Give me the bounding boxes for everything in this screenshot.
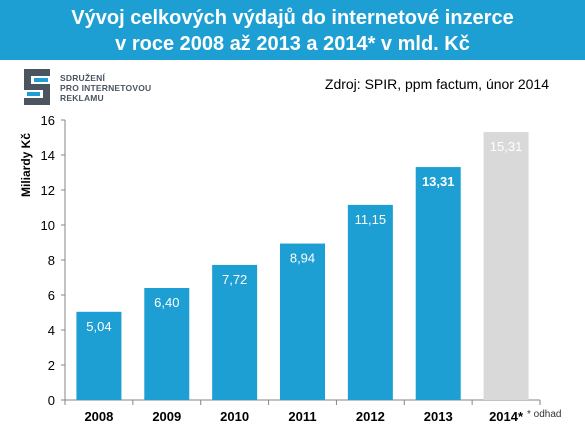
x-tick-label-2010: 2010 xyxy=(220,409,249,424)
data-label-2014*: 15,31 xyxy=(490,139,523,154)
y-tick-label: 10 xyxy=(41,218,55,233)
y-axis-title: Miliardy Kč xyxy=(19,133,33,197)
source-text: Zdroj: SPIR, ppm factum, únor 2014 xyxy=(324,76,549,92)
title-banner: Vývoj celkových výdajů do internetové in… xyxy=(0,0,585,60)
x-tick-label-2014*: 2014* xyxy=(489,409,524,424)
bar-2009 xyxy=(144,288,190,400)
y-tick-label: 14 xyxy=(41,148,55,163)
bar-2013 xyxy=(415,167,461,400)
data-label-2010: 7,72 xyxy=(222,272,247,287)
bar-2011 xyxy=(280,243,325,400)
logo-text-line1: SDRUŽENÍ xyxy=(60,73,106,83)
y-tick-label: 16 xyxy=(41,113,55,128)
bar-2010 xyxy=(212,264,258,400)
x-tick-label-2009: 2009 xyxy=(152,409,181,424)
data-label-2013: 13,31 xyxy=(422,174,455,189)
chart-title-line2: v roce 2008 až 2013 a 2014* v mld. Kč xyxy=(115,33,470,55)
y-tick-label: 8 xyxy=(48,253,55,268)
data-label-2011: 8,94 xyxy=(290,251,315,266)
bar-2012 xyxy=(347,204,393,400)
logo-text-line2: PRO INTERNETOVOU xyxy=(60,83,152,93)
y-tick-label: 6 xyxy=(48,288,55,303)
y-tick-label: 12 xyxy=(41,183,55,198)
y-tick-label: 2 xyxy=(48,358,55,373)
bar-2008 xyxy=(76,311,122,400)
data-label-2009: 6,40 xyxy=(154,295,179,310)
estimate-note: * odhad xyxy=(527,409,562,420)
x-tick-label-2012: 2012 xyxy=(356,409,385,424)
logo-text-line3: REKLAMU xyxy=(60,93,104,103)
spir-logo: SDRUŽENÍ PRO INTERNETOVOU REKLAMU xyxy=(22,67,172,109)
chart-title-line1: Vývoj celkových výdajů do internetové in… xyxy=(71,7,514,29)
data-label-2008: 5,04 xyxy=(86,319,111,334)
y-tick-label: 4 xyxy=(48,323,55,338)
x-tick-label-2013: 2013 xyxy=(424,409,453,424)
y-tick-label: 0 xyxy=(48,393,55,408)
data-label-2012: 11,15 xyxy=(355,212,387,227)
spir-logo-icon xyxy=(24,69,50,105)
x-tick-label-2008: 2008 xyxy=(84,409,113,424)
x-tick-label-2011: 2011 xyxy=(288,409,316,424)
bar-2014* xyxy=(483,132,529,400)
